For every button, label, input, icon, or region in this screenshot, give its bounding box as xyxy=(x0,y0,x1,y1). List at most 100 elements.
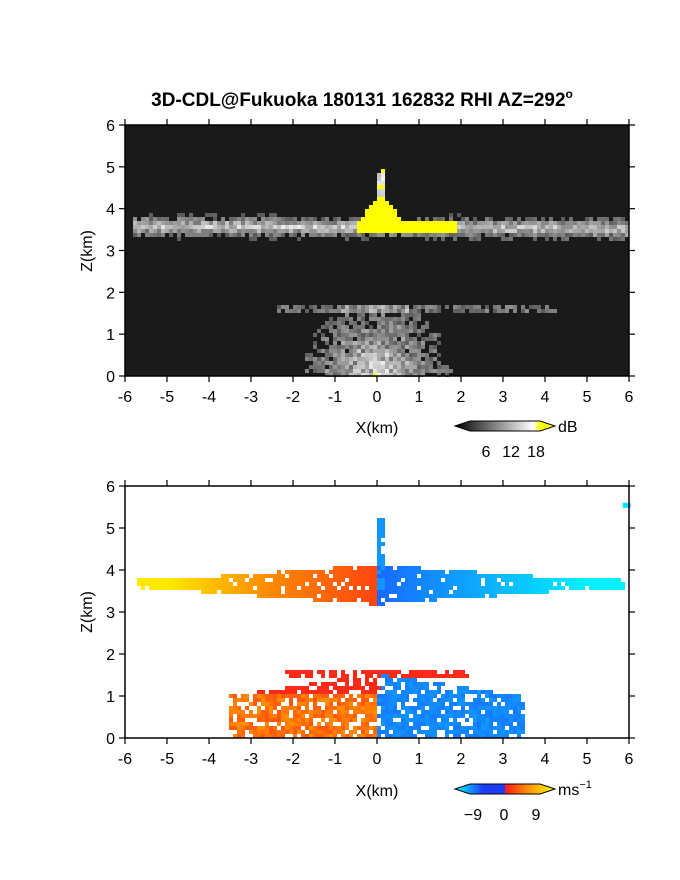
heatmap-cell xyxy=(409,361,413,365)
heatmap-cell xyxy=(269,594,273,598)
heatmap-cell xyxy=(389,361,393,365)
heatmap-cell xyxy=(385,702,389,706)
heatmap-cell xyxy=(337,590,341,594)
heatmap-cell xyxy=(333,233,337,237)
heatmap-cell xyxy=(521,726,525,730)
heatmap-cell xyxy=(357,594,361,598)
heatmap-cell xyxy=(313,361,317,365)
heatmap-cell xyxy=(481,706,485,710)
heatmap-cell xyxy=(377,586,381,590)
heatmap-cell xyxy=(249,714,253,718)
heatmap-cell xyxy=(157,578,161,582)
heatmap-cell xyxy=(389,345,393,349)
heatmap-cell xyxy=(257,578,261,582)
heatmap-cell xyxy=(433,574,437,578)
heatmap-cell xyxy=(353,233,357,237)
heatmap-cell xyxy=(297,309,301,313)
heatmap-cell xyxy=(185,221,189,225)
heatmap-cell xyxy=(409,221,413,225)
heatmap-cell xyxy=(413,373,417,377)
heatmap-cell xyxy=(573,233,577,237)
heatmap-cell xyxy=(341,221,345,225)
heatmap-cell xyxy=(377,209,381,213)
heatmap-cell xyxy=(149,586,153,590)
heatmap-cell xyxy=(381,554,385,558)
heatmap-cell xyxy=(549,217,553,221)
heatmap-cell xyxy=(201,229,205,233)
heatmap-cell xyxy=(269,217,273,221)
heatmap-cell xyxy=(545,305,549,309)
heatmap-cell xyxy=(393,570,397,574)
heatmap-cell xyxy=(477,221,481,225)
heatmap-cell xyxy=(265,706,269,710)
heatmap-cell xyxy=(421,594,425,598)
heatmap-cell xyxy=(269,730,273,734)
heatmap-cell xyxy=(297,706,301,710)
heatmap-cell xyxy=(321,674,325,678)
heatmap-cell xyxy=(229,225,233,229)
heatmap-cell xyxy=(425,674,429,678)
heatmap-cell xyxy=(469,594,473,598)
heatmap-cell xyxy=(361,217,365,221)
heatmap-cell xyxy=(289,686,293,690)
heatmap-cell xyxy=(313,590,317,594)
heatmap-cell xyxy=(417,690,421,694)
heatmap-cell xyxy=(297,702,301,706)
heatmap-cell xyxy=(453,237,457,241)
heatmap-cell xyxy=(257,694,261,698)
heatmap-cell xyxy=(333,341,337,345)
heatmap-cell xyxy=(249,726,253,730)
heatmap-cell xyxy=(601,578,605,582)
y-tick-label: 5 xyxy=(106,521,115,538)
heatmap-cell xyxy=(517,706,521,710)
heatmap-cell xyxy=(349,329,353,333)
heatmap-cell xyxy=(481,225,485,229)
heatmap-cell xyxy=(305,229,309,233)
heatmap-cell xyxy=(365,706,369,710)
heatmap-cell xyxy=(313,582,317,586)
heatmap-cell xyxy=(261,586,265,590)
heatmap-cell xyxy=(525,217,529,221)
heatmap-cell xyxy=(373,698,377,702)
heatmap-cell xyxy=(525,582,529,586)
heatmap-cell xyxy=(241,586,245,590)
heatmap-cell xyxy=(529,305,533,309)
heatmap-cell xyxy=(465,590,469,594)
heatmap-cell xyxy=(317,722,321,726)
heatmap-cell xyxy=(237,726,241,730)
heatmap-cell xyxy=(433,710,437,714)
heatmap-cell xyxy=(341,598,345,602)
heatmap-cell xyxy=(445,373,449,377)
heatmap-cell xyxy=(257,213,261,217)
heatmap-cell xyxy=(261,213,265,217)
heatmap-cell xyxy=(313,229,317,233)
heatmap-cell xyxy=(429,710,433,714)
heatmap-cell xyxy=(561,225,565,229)
heatmap-cell xyxy=(357,341,361,345)
heatmap-cell xyxy=(197,217,201,221)
heatmap-cell xyxy=(221,221,225,225)
heatmap-cell xyxy=(409,582,413,586)
heatmap-cell xyxy=(449,702,453,706)
heatmap-cell xyxy=(433,578,437,582)
heatmap-cell xyxy=(321,337,325,341)
heatmap-cell xyxy=(421,598,425,602)
heatmap-cell xyxy=(537,221,541,225)
heatmap-cell xyxy=(181,221,185,225)
heatmap-cell xyxy=(505,586,509,590)
heatmap-cell xyxy=(317,369,321,373)
heatmap-cell xyxy=(373,373,377,377)
heatmap-cell xyxy=(437,341,441,345)
heatmap-cell xyxy=(437,574,441,578)
heatmap-cell xyxy=(553,237,557,241)
heatmap-cell xyxy=(381,674,385,678)
heatmap-cell xyxy=(373,313,377,317)
heatmap-cell xyxy=(333,369,337,373)
heatmap-cell xyxy=(393,325,397,329)
heatmap-cell xyxy=(445,586,449,590)
heatmap-cell xyxy=(457,674,461,678)
heatmap-cell xyxy=(405,714,409,718)
heatmap-cell xyxy=(361,686,365,690)
heatmap-cell xyxy=(485,702,489,706)
heatmap-cell xyxy=(261,718,265,722)
